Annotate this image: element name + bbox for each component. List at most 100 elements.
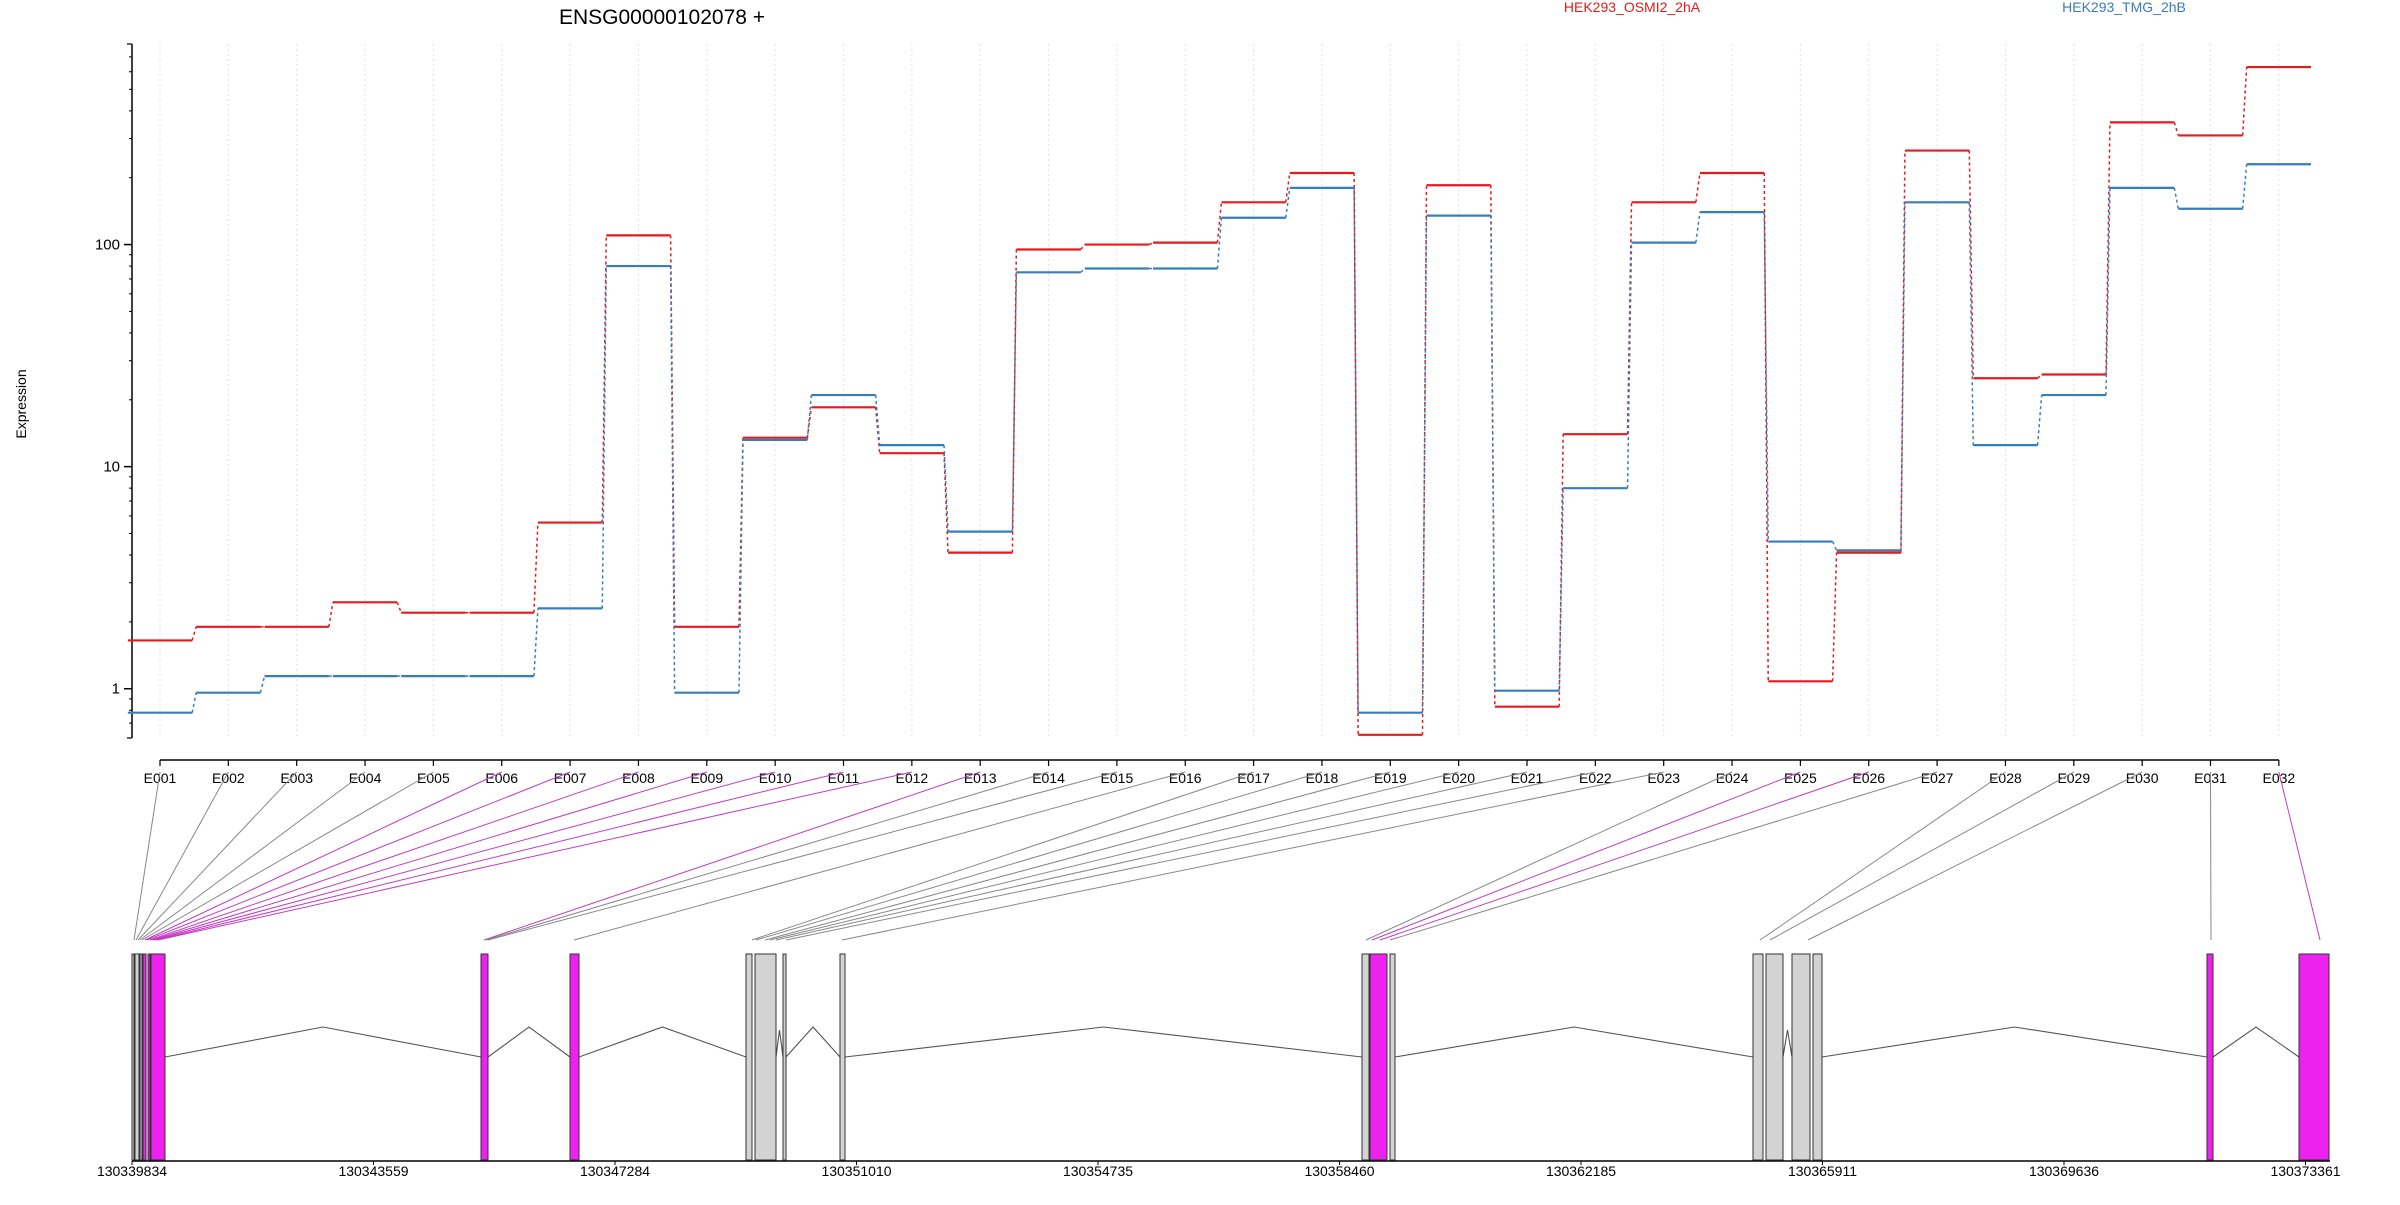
intron-8 bbox=[578, 1026, 747, 1058]
x-tick-label-E008: E008 bbox=[622, 770, 655, 786]
series-1-link-E013 bbox=[1011, 249, 1018, 553]
series-1-link-E025 bbox=[1831, 552, 1838, 682]
series-1-link-E011 bbox=[874, 407, 881, 454]
series-2-link-E009 bbox=[738, 439, 744, 693]
x-tick-label-E006: E006 bbox=[485, 770, 518, 786]
connector-E012 bbox=[157, 771, 912, 941]
connector-E013 bbox=[483, 771, 981, 941]
series-1-link-E030 bbox=[2173, 122, 2180, 136]
exon-box-6 bbox=[150, 953, 166, 1161]
coord-label-4: 130351010 bbox=[821, 1163, 891, 1179]
exon-box-7 bbox=[480, 953, 489, 1161]
series-2-link-E022 bbox=[1626, 242, 1633, 489]
series-1-link-E016 bbox=[1216, 202, 1223, 243]
connector-E014 bbox=[485, 771, 1049, 941]
series-1-link-E022 bbox=[1626, 202, 1633, 435]
connector-E031 bbox=[2210, 771, 2212, 941]
coord-label-10: 130373361 bbox=[2270, 1163, 2340, 1179]
connector-E001 bbox=[133, 771, 161, 941]
x-tick-label-E032: E032 bbox=[2262, 770, 2295, 786]
series-2-link-E017 bbox=[1285, 187, 1291, 218]
series-2-link-E029 bbox=[2105, 187, 2111, 396]
series-1-link-E023 bbox=[1695, 172, 1701, 203]
series-2-link-E027 bbox=[1968, 202, 1975, 446]
connector-E025 bbox=[1371, 771, 1801, 941]
series-1-link-E015 bbox=[1148, 241, 1154, 246]
series-2-link-E024 bbox=[1763, 212, 1769, 542]
intron-11 bbox=[785, 1026, 841, 1058]
series-2-link-E016 bbox=[1216, 217, 1223, 269]
legend-series-1: HEK293_OSMI2_2hA bbox=[1564, 0, 1701, 15]
connector-E020 bbox=[769, 771, 1459, 941]
series-1-link-E006 bbox=[533, 522, 539, 613]
coord-label-3: 130347284 bbox=[580, 1163, 650, 1179]
x-tick-label-E029: E029 bbox=[2057, 770, 2090, 786]
y-tick-label: 100 bbox=[95, 237, 120, 254]
y-tick-label: 10 bbox=[103, 459, 120, 476]
series-2-link-E011 bbox=[874, 395, 881, 446]
series-1-link-E031 bbox=[2241, 66, 2248, 136]
series-1-link-E024 bbox=[1763, 172, 1769, 682]
connector-E002 bbox=[135, 771, 229, 941]
x-tick-label-E025: E025 bbox=[1784, 770, 1817, 786]
series-2-link-E019 bbox=[1421, 215, 1428, 713]
x-tick-label-E028: E028 bbox=[1989, 770, 2022, 786]
x-tick-label-E026: E026 bbox=[1852, 770, 1885, 786]
series-1-link-E012 bbox=[943, 453, 949, 553]
connector-E017 bbox=[751, 771, 1254, 941]
series-1-link-E009 bbox=[738, 437, 744, 627]
series-1-link-E018 bbox=[1353, 172, 1359, 735]
exon-box-12 bbox=[839, 953, 846, 1161]
intron-20 bbox=[2212, 1026, 2300, 1058]
series-2 bbox=[127, 163, 2312, 714]
intron-12 bbox=[844, 1026, 1363, 1058]
exon-box-4 bbox=[142, 953, 147, 1161]
axes: 1 10 100 E001 E002 E003 E004 E005 E006 E007 E008 E0… bbox=[95, 43, 2295, 786]
connector-E023 bbox=[841, 771, 1664, 941]
connector-E004 bbox=[139, 771, 366, 941]
connector-E006 bbox=[144, 771, 502, 941]
exon-box-5 bbox=[147, 953, 151, 1161]
exon-box-16 bbox=[1752, 953, 1764, 1161]
x-tick-label-E002: E002 bbox=[212, 770, 245, 786]
series-2-link-E013 bbox=[1011, 272, 1018, 532]
connector-E032 bbox=[2278, 771, 2321, 941]
series-2-link-E025 bbox=[1831, 541, 1838, 551]
series-2-link-E030 bbox=[2173, 187, 2180, 209]
exon-box-18 bbox=[1791, 953, 1811, 1161]
series-lines bbox=[127, 65, 2312, 736]
series-1-link-E027 bbox=[1968, 150, 1975, 379]
connector-E015 bbox=[487, 771, 1118, 941]
series-1-link-E010 bbox=[806, 407, 813, 438]
legend-series-2: HEK293_TMG_2hB bbox=[2062, 0, 2186, 15]
connector-E009 bbox=[151, 771, 707, 941]
x-tick-label-E001: E001 bbox=[144, 770, 177, 786]
gene-model: 130339834 130343559 130347284 130351010 1303… bbox=[97, 953, 2341, 1179]
series-2-link-E020 bbox=[1490, 215, 1496, 691]
x-tick-label-E011: E011 bbox=[828, 770, 860, 786]
connector-E005 bbox=[141, 771, 434, 941]
series-2-link-E026 bbox=[1900, 202, 1906, 551]
connector-E021 bbox=[775, 771, 1528, 941]
series-2-link-E002 bbox=[259, 675, 266, 693]
exon-box-10 bbox=[754, 953, 777, 1161]
connector-E026 bbox=[1379, 771, 1869, 941]
series-2-link-E021 bbox=[1558, 488, 1564, 691]
connector-E019 bbox=[764, 771, 1391, 941]
exon-box-1 bbox=[131, 953, 135, 1161]
series-1-link-E026 bbox=[1900, 150, 1906, 553]
exon-box-21 bbox=[2298, 953, 2330, 1161]
series-2-link-E028 bbox=[2036, 395, 2043, 446]
intron-7 bbox=[487, 1026, 571, 1058]
exon-box-13 bbox=[1361, 953, 1370, 1161]
y-tick-label: 1 bbox=[112, 681, 120, 698]
connector-E024 bbox=[1365, 771, 1733, 941]
series-1-link-E028 bbox=[2037, 373, 2043, 379]
series-2-link-E023 bbox=[1695, 212, 1701, 243]
x-tick-label-E024: E024 bbox=[1716, 770, 1749, 786]
coord-label-2: 130343559 bbox=[338, 1163, 408, 1179]
intron-6 bbox=[164, 1026, 482, 1058]
series-1-link-E004 bbox=[396, 602, 402, 613]
